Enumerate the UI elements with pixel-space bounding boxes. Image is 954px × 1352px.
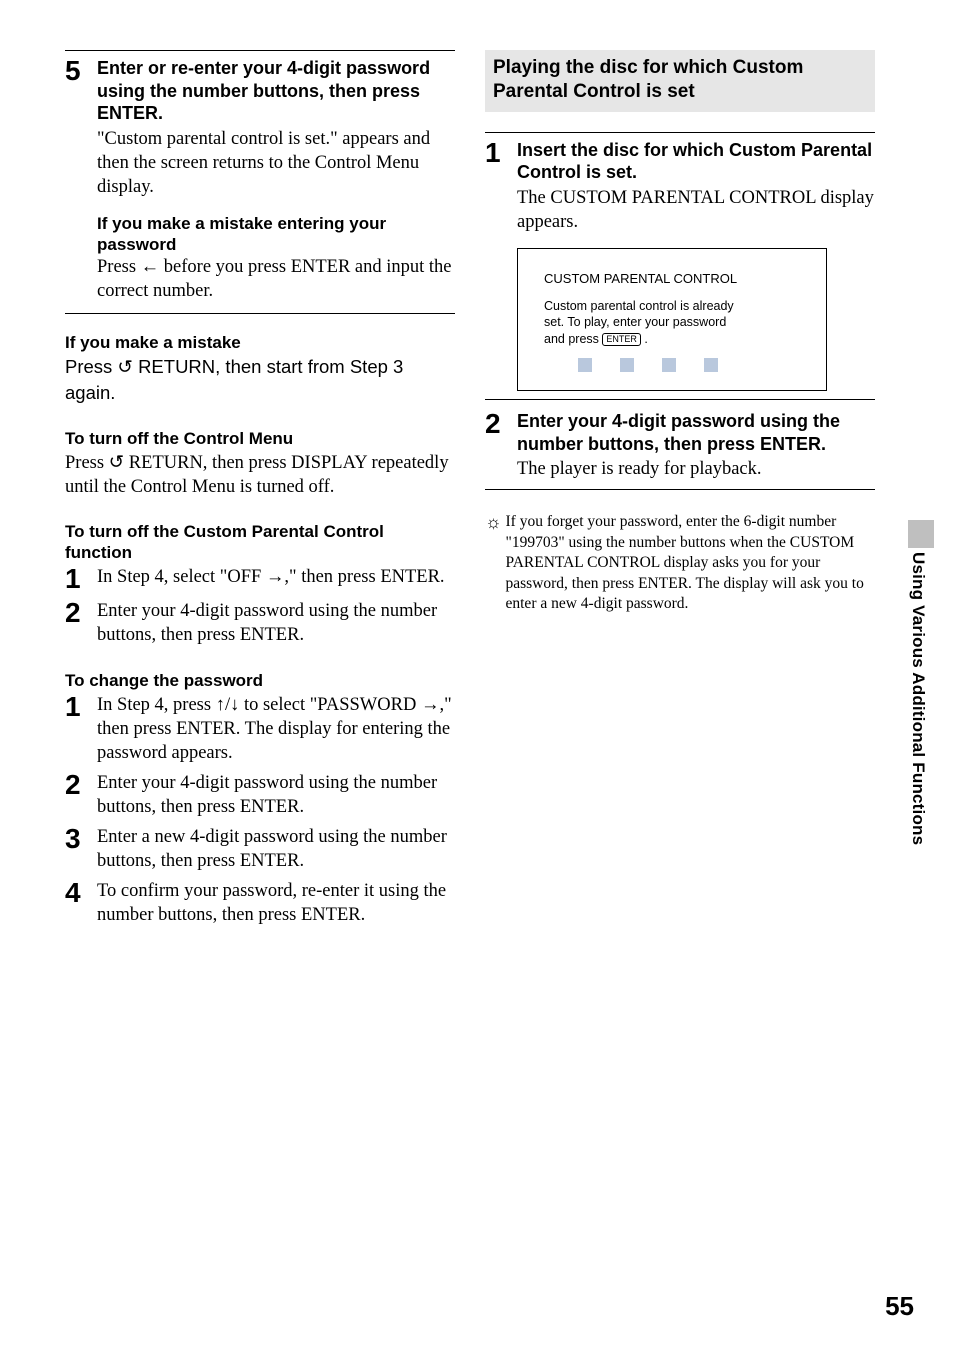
body-text: Press ← before you press ENTER and input… bbox=[97, 255, 455, 303]
right-column: Playing the disc for which Custom Parent… bbox=[485, 50, 875, 927]
step-content: Enter or re-enter your 4-digit password … bbox=[97, 57, 455, 303]
password-box bbox=[620, 358, 634, 372]
body-text: Enter your 4-digit password using the nu… bbox=[97, 599, 455, 647]
body-text: In Step 4, select "OFF →," then press EN… bbox=[97, 565, 445, 593]
divider bbox=[65, 313, 455, 314]
sub-heading: If you make a mistake bbox=[65, 332, 455, 353]
side-tab: Using Various Additional Functions bbox=[908, 520, 934, 920]
side-label: Using Various Additional Functions bbox=[908, 552, 928, 845]
body-text: Enter a new 4-digit password using the n… bbox=[97, 825, 455, 873]
password-box bbox=[578, 358, 592, 372]
step-number: 3 bbox=[65, 825, 87, 873]
step-body: "Custom parental control is set." appear… bbox=[97, 127, 455, 199]
screen-line: . bbox=[641, 332, 648, 346]
tip-icon: ☼ bbox=[485, 513, 502, 615]
left-column: 5 Enter or re-enter your 4-digit passwor… bbox=[65, 50, 455, 927]
list-item: 4 To confirm your password, re-enter it … bbox=[65, 879, 455, 927]
password-box bbox=[704, 358, 718, 372]
step-number: 4 bbox=[65, 879, 87, 927]
divider bbox=[65, 50, 455, 51]
step-number: 1 bbox=[65, 693, 87, 765]
body-text: Enter your 4-digit password using the nu… bbox=[97, 771, 455, 819]
page-number: 55 bbox=[885, 1291, 914, 1322]
step-body: The CUSTOM PARENTAL CONTROL display appe… bbox=[517, 186, 875, 234]
body-text: Press ↺ RETURN, then start from Step 3 a… bbox=[65, 355, 455, 405]
step-heading: Enter your 4-digit password using the nu… bbox=[517, 410, 875, 455]
side-tab-marker bbox=[908, 520, 934, 548]
list-item: 2 Enter your 4-digit password using the … bbox=[65, 771, 455, 819]
step-number: 2 bbox=[65, 599, 87, 647]
sub-heading: To turn off the Control Menu bbox=[65, 428, 455, 449]
screen-line: and press bbox=[544, 332, 602, 346]
step-5: 5 Enter or re-enter your 4-digit passwor… bbox=[65, 57, 455, 303]
tip: ☼ If you forget your password, enter the… bbox=[485, 512, 875, 614]
step-number: 5 bbox=[65, 57, 87, 303]
divider bbox=[485, 399, 875, 400]
sub-heading: To turn off the Custom Parental Control … bbox=[65, 521, 455, 564]
step-number: 1 bbox=[65, 565, 87, 593]
enter-badge: ENTER bbox=[602, 333, 641, 346]
step-content: Enter your 4-digit password using the nu… bbox=[517, 410, 875, 481]
step-number: 2 bbox=[65, 771, 87, 819]
step-number: 2 bbox=[485, 410, 507, 481]
step-heading: Insert the disc for which Custom Parenta… bbox=[517, 139, 875, 184]
divider bbox=[485, 489, 875, 490]
body-text: Press ↺ RETURN, then press DISPLAY repea… bbox=[65, 451, 455, 499]
section-heading: Playing the disc for which Custom Parent… bbox=[485, 50, 875, 112]
list-item: 1 In Step 4, select "OFF →," then press … bbox=[65, 565, 455, 593]
password-boxes bbox=[578, 358, 800, 372]
screen-title: CUSTOM PARENTAL CONTROL bbox=[544, 271, 800, 286]
divider bbox=[485, 132, 875, 133]
step-1: 1 Insert the disc for which Custom Paren… bbox=[485, 139, 875, 234]
list-item: 1 In Step 4, press ↑/↓ to select "PASSWO… bbox=[65, 693, 455, 765]
body-text: In Step 4, press ↑/↓ to select "PASSWORD… bbox=[97, 693, 455, 765]
sub-heading: If you make a mistake entering your pass… bbox=[97, 213, 455, 256]
password-box bbox=[662, 358, 676, 372]
step-heading: Enter or re-enter your 4-digit password … bbox=[97, 57, 455, 125]
sub-heading: To change the password bbox=[65, 670, 455, 691]
tip-text: If you forget your password, enter the 6… bbox=[506, 512, 876, 614]
step-number: 1 bbox=[485, 139, 507, 234]
screen-line: set. To play, enter your password bbox=[544, 315, 726, 329]
screen-illustration: CUSTOM PARENTAL CONTROL Custom parental … bbox=[517, 248, 827, 392]
screen-line: Custom parental control is already bbox=[544, 299, 734, 313]
body-text: To confirm your password, re-enter it us… bbox=[97, 879, 455, 927]
step-body: The player is ready for playback. bbox=[517, 457, 875, 481]
step-2: 2 Enter your 4-digit password using the … bbox=[485, 410, 875, 481]
screen-body: Custom parental control is already set. … bbox=[544, 298, 800, 349]
list-item: 3 Enter a new 4-digit password using the… bbox=[65, 825, 455, 873]
step-content: Insert the disc for which Custom Parenta… bbox=[517, 139, 875, 234]
list-item: 2 Enter your 4-digit password using the … bbox=[65, 599, 455, 647]
page-content: 5 Enter or re-enter your 4-digit passwor… bbox=[0, 0, 954, 927]
